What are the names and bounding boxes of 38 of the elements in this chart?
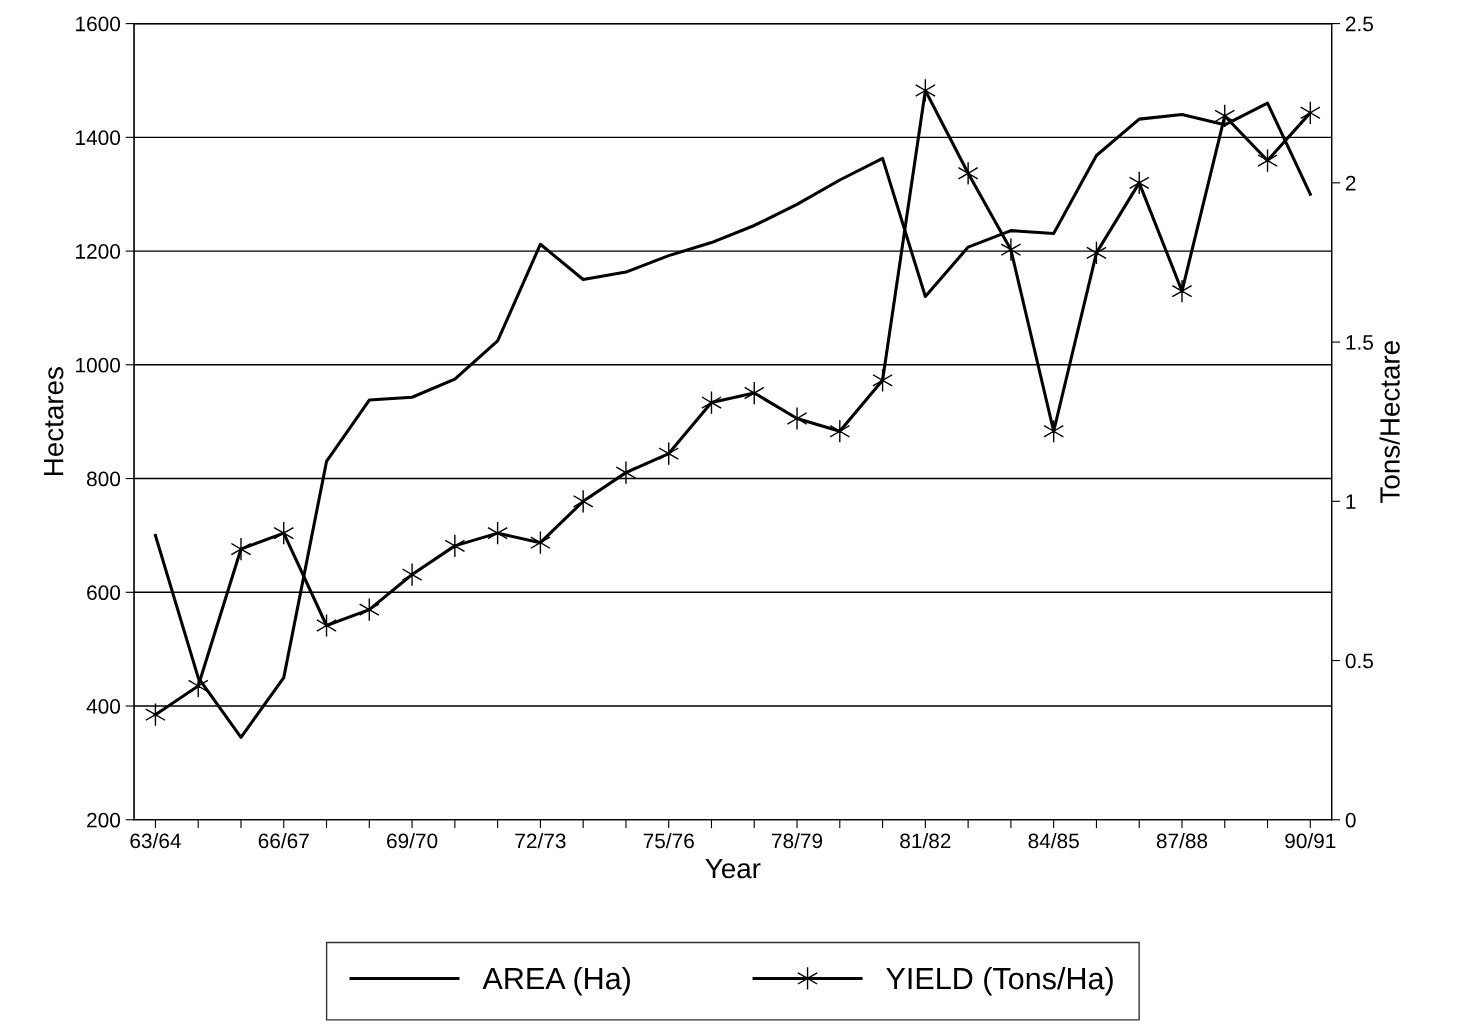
point xyxy=(230,537,252,561)
point xyxy=(957,161,979,186)
point xyxy=(786,406,808,431)
y-tick-label: 600 xyxy=(87,585,121,601)
x-tick-label: 87/88 xyxy=(1156,832,1208,849)
x-tick-label: 84/85 xyxy=(1028,832,1079,849)
y-tick-label: 200 xyxy=(87,812,121,828)
point xyxy=(572,489,594,514)
y2-axis-title: Tons/Hectare xyxy=(1379,341,1400,503)
x-tick-label: 69/70 xyxy=(387,832,438,849)
x-axis-title: Year xyxy=(705,858,761,879)
point xyxy=(1171,279,1193,303)
y-axis-title: Hectares xyxy=(44,367,64,475)
x-tick-label: 81/82 xyxy=(900,832,951,849)
y2-tick-label: 2.5 xyxy=(1345,16,1373,32)
x-tick-label: 63/64 xyxy=(130,832,181,849)
legend-label: YIELD (Tons/Ha) xyxy=(886,966,1113,996)
y-tick-label: 1000 xyxy=(76,357,121,373)
point xyxy=(615,460,637,485)
y-tick-label: 400 xyxy=(86,699,121,714)
point xyxy=(401,562,423,587)
point xyxy=(1000,237,1022,262)
x-tick-label: 78/79 xyxy=(772,832,823,849)
y2-tick-label: 0 xyxy=(1345,812,1356,828)
legend-label: AREA (Ha) xyxy=(482,966,630,996)
y-tick-label: 1400 xyxy=(76,130,121,146)
y-tick-label: 800 xyxy=(87,471,121,487)
x-tick-label: 90/91 xyxy=(1285,832,1336,849)
point xyxy=(444,534,466,558)
x-tick-label: 66/67 xyxy=(258,832,309,849)
y-tick-label: 1200 xyxy=(76,244,121,259)
x-tick-label: 72/73 xyxy=(515,832,566,849)
y2-tick-label: 1.5 xyxy=(1346,335,1373,350)
x-tick-label: 75/76 xyxy=(643,832,694,849)
y2-tick-label: 0.5 xyxy=(1345,653,1373,669)
y2-tick-label: 1 xyxy=(1346,494,1356,509)
y2-tick-label: 2 xyxy=(1345,175,1356,191)
y-tick-label: 1600 xyxy=(76,16,121,32)
